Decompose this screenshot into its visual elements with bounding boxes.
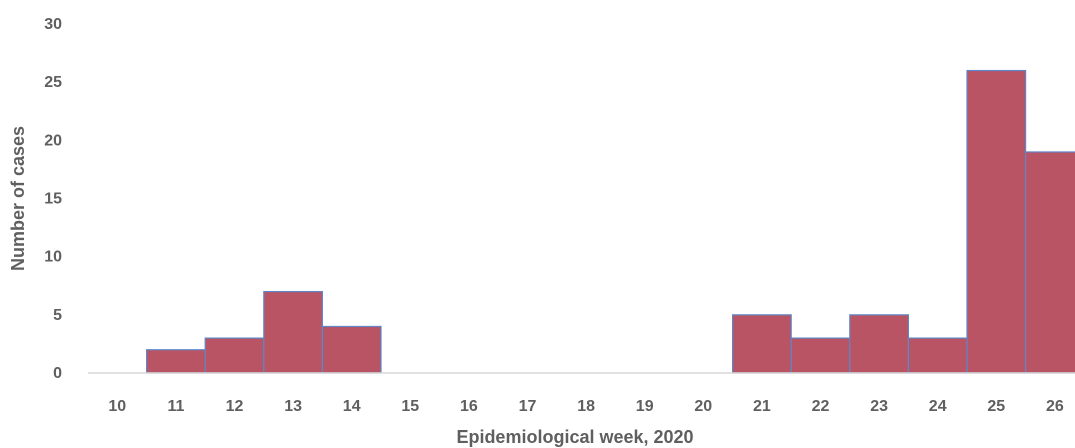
x-tick-label-23: 23 — [870, 398, 888, 415]
x-tick-label-13: 13 — [284, 398, 302, 415]
x-axis-ticks: 10 11 12 13 14 15 16 17 18 19 20 21 22 23 24 25 26 — [108, 398, 1063, 415]
x-tick-label-10: 10 — [108, 398, 126, 415]
bar-week-24 — [907, 337, 968, 374]
bar-week-14 — [321, 325, 382, 374]
x-tick-label-14: 14 — [343, 398, 361, 415]
x-tick-label-22: 22 — [812, 398, 830, 415]
x-axis-title: Epidemiological week, 2020 — [456, 427, 693, 447]
x-tick-label-19: 19 — [636, 398, 654, 415]
bar-week-13 — [263, 290, 323, 374]
y-tick-label-15: 15 — [44, 191, 62, 208]
bar-week-22 — [790, 337, 851, 374]
bar-week-21 — [731, 314, 792, 374]
bar-week-25 — [966, 69, 1027, 374]
x-tick-label-25: 25 — [987, 398, 1005, 415]
x-tick-label-24: 24 — [929, 398, 947, 415]
x-tick-label-16: 16 — [460, 398, 478, 415]
y-tick-label-0: 0 — [53, 365, 62, 382]
x-tick-label-12: 12 — [226, 398, 244, 415]
x-tick-label-26: 26 — [1046, 398, 1064, 415]
y-tick-label-10: 10 — [44, 249, 62, 266]
y-axis-ticks: 0 5 10 15 20 25 30 — [44, 16, 62, 382]
x-tick-label-17: 17 — [519, 398, 537, 415]
y-axis-title: Number of cases — [8, 126, 28, 271]
bars-layer — [146, 69, 1075, 374]
x-tick-label-11: 11 — [167, 398, 184, 415]
bar-week-11 — [146, 349, 206, 374]
bar-week-26 — [1024, 151, 1075, 374]
bar-week-23 — [849, 314, 909, 374]
y-tick-label-30: 30 — [44, 16, 62, 33]
y-tick-label-20: 20 — [44, 132, 62, 149]
y-tick-label-25: 25 — [44, 74, 62, 91]
x-tick-label-21: 21 — [753, 398, 771, 415]
x-tick-label-15: 15 — [401, 398, 419, 415]
bar-week-12 — [204, 337, 265, 374]
x-tick-label-20: 20 — [694, 398, 712, 415]
x-tick-label-18: 18 — [577, 398, 595, 415]
y-tick-label-5: 5 — [53, 307, 62, 324]
